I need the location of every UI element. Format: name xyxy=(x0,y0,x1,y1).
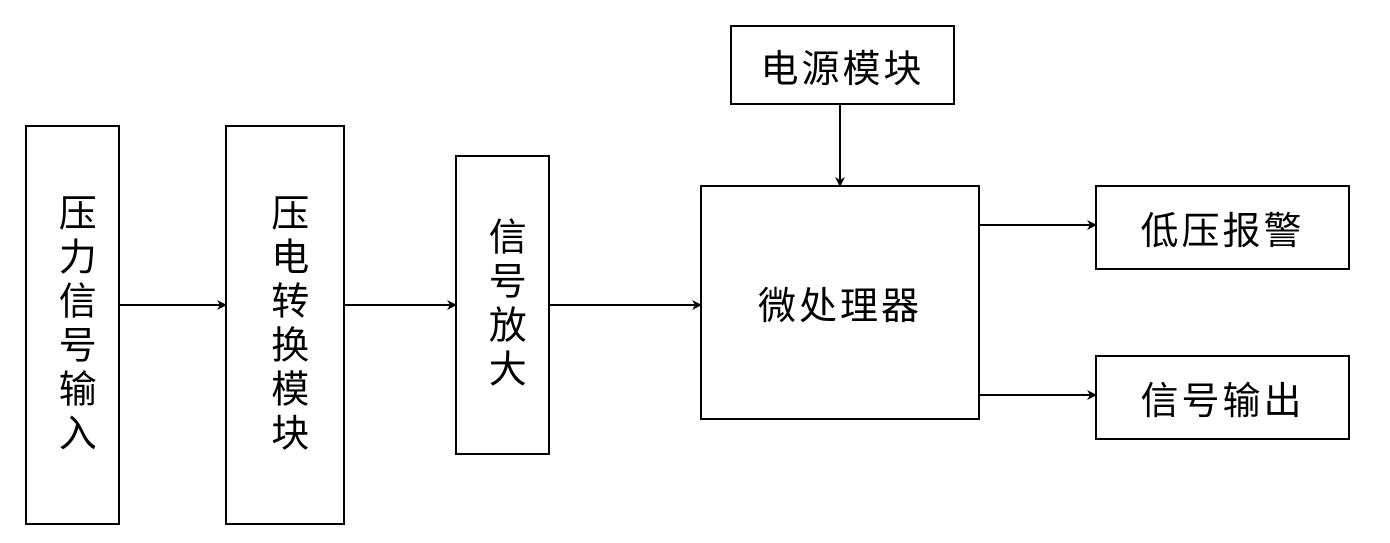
node-pressure-input-label: 压力信号输入 xyxy=(50,193,96,457)
node-signal-out: 信号输出 xyxy=(1095,355,1350,440)
node-piezo-conv: 压电转换模块 xyxy=(225,125,345,525)
node-pressure-input: 压力信号输入 xyxy=(25,125,120,525)
node-low-alarm-label: 低压报警 xyxy=(1140,200,1304,255)
node-mcu-label: 微处理器 xyxy=(758,275,922,330)
edges-layer xyxy=(0,0,1390,543)
node-power-module: 电源模块 xyxy=(730,25,955,105)
node-signal-amp: 信号放大 xyxy=(455,155,550,455)
node-low-alarm: 低压报警 xyxy=(1095,185,1350,270)
node-signal-amp-label: 信号放大 xyxy=(480,217,526,393)
node-mcu: 微处理器 xyxy=(700,185,980,420)
node-power-module-label: 电源模块 xyxy=(760,38,924,93)
node-piezo-conv-label: 压电转换模块 xyxy=(262,193,308,457)
node-signal-out-label: 信号输出 xyxy=(1140,370,1304,425)
